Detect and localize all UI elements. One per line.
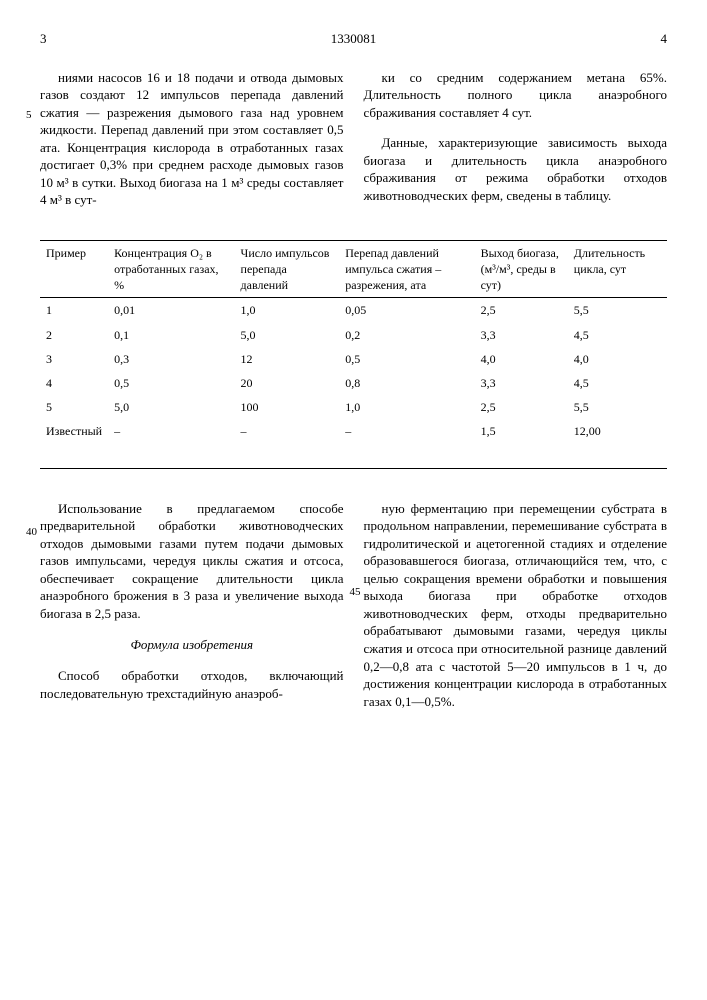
bottom-left-paragraph-2: Способ обработки отходов, включающий пос…	[40, 667, 344, 702]
table-row: Известный – – – 1,5 12,00	[40, 419, 667, 443]
table-cell: 3,3	[475, 371, 568, 395]
table-cell: 0,1	[108, 323, 234, 347]
table-row: 5 5,0 100 1,0 2,5 5,5	[40, 395, 667, 419]
bottom-left-paragraph: Использование в предлагаемом способе пре…	[40, 500, 344, 623]
table-cell: 5,5	[568, 395, 667, 419]
table-cell: –	[108, 419, 234, 443]
page-number-left: 3	[40, 30, 80, 48]
table-body: 1 0,01 1,0 0,05 2,5 5,5 2 0,1 5,0 0,2 3,…	[40, 298, 667, 444]
table-cell: 2	[40, 323, 108, 347]
table-col-header: Выход биогаза, (м³/м³, среды в сут)	[475, 240, 568, 298]
table-bottom-rule	[40, 468, 667, 469]
table-cell: 0,01	[108, 298, 234, 323]
table-cell: 100	[235, 395, 340, 419]
table-cell: 0,3	[108, 347, 234, 371]
table-row: 2 0,1 5,0 0,2 3,3 4,5	[40, 323, 667, 347]
table-cell: 1,0	[235, 298, 340, 323]
bottom-right-column: 45 ную ферментацию при перемещении субст…	[364, 487, 668, 724]
table-cell: –	[339, 419, 474, 443]
table-cell: 1,0	[339, 395, 474, 419]
table-cell: 2,5	[475, 298, 568, 323]
table-cell: 0,2	[339, 323, 474, 347]
table-cell: 0,05	[339, 298, 474, 323]
table-col-header: Пример	[40, 240, 108, 298]
table-cell: –	[235, 419, 340, 443]
table-cell: 12	[235, 347, 340, 371]
table-cell: 5	[40, 395, 108, 419]
table-col-header: Длительность цикла, сут	[568, 240, 667, 298]
top-left-paragraph: ниями насосов 16 и 18 подачи и отвода ды…	[40, 69, 344, 209]
table-cell: 20	[235, 371, 340, 395]
table-cell: 12,00	[568, 419, 667, 443]
bottom-right-paragraph: ную ферментацию при перемещении субстрат…	[364, 500, 668, 711]
formula-title: Формула изобретения	[40, 636, 344, 654]
top-left-column: 5 ниями насосов 16 и 18 подачи и отвода …	[40, 56, 344, 222]
top-right-column: ки со средним содержанием метана 65%. Дл…	[364, 56, 668, 222]
table-cell: 4	[40, 371, 108, 395]
table-cell: 3,3	[475, 323, 568, 347]
table-cell: 1	[40, 298, 108, 323]
line-marker-40: 40	[26, 525, 37, 540]
top-right-paragraph-1: ки со средним содержанием метана 65%. Дл…	[364, 69, 668, 122]
table-row: 1 0,01 1,0 0,05 2,5 5,5	[40, 298, 667, 323]
table-cell: 0,8	[339, 371, 474, 395]
table-cell: 4,0	[475, 347, 568, 371]
data-table: Пример Концентрация О₂ в отработанных га…	[40, 240, 667, 444]
table-col-header: Число импульсов перепада давлений	[235, 240, 340, 298]
table-cell: 4,5	[568, 371, 667, 395]
top-columns: 5 ниями насосов 16 и 18 подачи и отвода …	[40, 56, 667, 222]
table-header-row: Пример Концентрация О₂ в отработанных га…	[40, 240, 667, 298]
table-row: 3 0,3 12 0,5 4,0 4,0	[40, 347, 667, 371]
table-col-header: Концентрация О₂ в отработанных газах, %	[108, 240, 234, 298]
line-marker-45: 45	[350, 585, 361, 600]
table-cell: 2,5	[475, 395, 568, 419]
top-right-paragraph-2: Данные, характеризующие зависимость выхо…	[364, 134, 668, 204]
table-cell: Известный	[40, 419, 108, 443]
table-cell: 5,0	[108, 395, 234, 419]
table-cell: 4,0	[568, 347, 667, 371]
table-row: 4 0,5 20 0,8 3,3 4,5	[40, 371, 667, 395]
table-cell: 5,0	[235, 323, 340, 347]
table-cell: 0,5	[339, 347, 474, 371]
page-header: 3 1330081 4	[40, 30, 667, 48]
page-number-right: 4	[627, 30, 667, 48]
line-marker-5: 5	[26, 108, 32, 123]
table-cell: 5,5	[568, 298, 667, 323]
bottom-columns: 40 Использование в предлагаемом способе …	[40, 487, 667, 724]
table-cell: 0,5	[108, 371, 234, 395]
bottom-left-column: 40 Использование в предлагаемом способе …	[40, 487, 344, 724]
table-cell: 4,5	[568, 323, 667, 347]
table-cell: 3	[40, 347, 108, 371]
table-cell: 1,5	[475, 419, 568, 443]
document-number: 1330081	[80, 30, 627, 48]
table-col-header: Перепад давлений импульса сжатия – разре…	[339, 240, 474, 298]
